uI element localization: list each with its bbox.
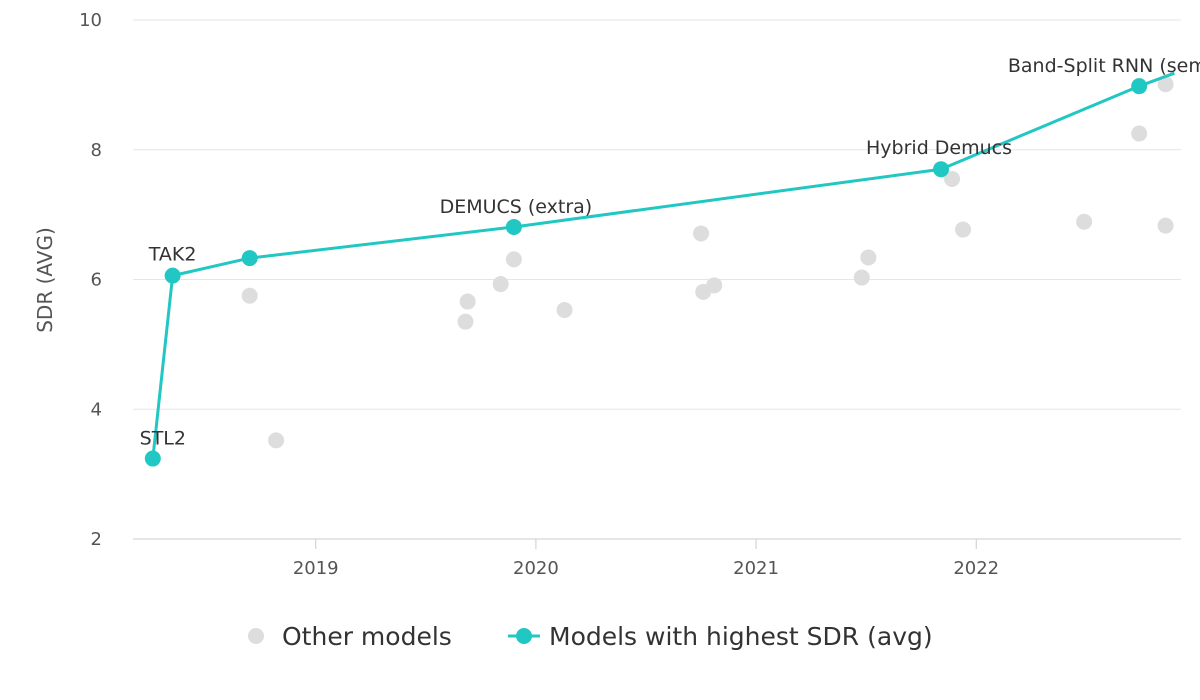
x-tick-label: 2022: [953, 558, 999, 579]
other-models-series: [241, 76, 1174, 449]
other-model-point[interactable]: [241, 287, 258, 304]
best-model-point[interactable]: [933, 161, 950, 178]
other-model-point[interactable]: [1157, 217, 1174, 234]
legend-item-other-models[interactable]: Other models: [248, 622, 452, 651]
best-model-point[interactable]: [1131, 78, 1148, 95]
other-model-point[interactable]: [268, 432, 285, 449]
best-model-label: DEMUCS (extra): [440, 196, 593, 218]
other-model-point[interactable]: [944, 170, 961, 187]
other-model-point[interactable]: [706, 277, 723, 294]
best-model-labels: STL2 TAK2 DEMUCS (extra) Hybrid Demucs Band-…: [140, 55, 1200, 449]
best-model-label: TAK2: [148, 244, 197, 266]
other-model-point[interactable]: [1076, 213, 1093, 230]
other-model-point[interactable]: [1131, 125, 1148, 142]
other-model-point[interactable]: [860, 249, 877, 266]
other-model-point[interactable]: [459, 293, 476, 310]
y-tick-label: 4: [91, 399, 102, 420]
other-model-point[interactable]: [955, 221, 972, 238]
other-model-point[interactable]: [693, 225, 710, 242]
best-model-point[interactable]: [164, 267, 181, 284]
best-models-series: [144, 71, 1175, 467]
best-model-point[interactable]: [144, 450, 161, 467]
other-model-point[interactable]: [492, 276, 509, 293]
best-model-label: Band-Split RNN (semi-sup.): [1008, 55, 1200, 77]
y-axis-title: SDR (AVG): [33, 227, 57, 333]
x-tick-label: 2021: [733, 558, 779, 579]
y-tick-label: 6: [91, 270, 102, 291]
legend-best-label: Models with highest SDR (avg): [549, 622, 933, 651]
best-model-point[interactable]: [241, 250, 258, 267]
legend-other-marker: [248, 628, 264, 644]
y-tick-label: 10: [79, 10, 102, 31]
other-model-point[interactable]: [505, 251, 522, 268]
x-tick-label: 2019: [293, 558, 339, 579]
legend: Other models Models with highest SDR (av…: [248, 622, 933, 651]
other-model-point[interactable]: [457, 313, 474, 330]
other-model-point[interactable]: [853, 269, 870, 286]
y-tick-label: 8: [91, 140, 102, 161]
legend-item-best-models[interactable]: Models with highest SDR (avg): [508, 622, 933, 651]
best-models-line: [151, 71, 1175, 459]
best-model-label: Hybrid Demucs: [866, 137, 1012, 159]
other-model-point[interactable]: [556, 301, 573, 318]
axes: SDR (AVG) 2 4 6 8 10 2019 2020 2021 2022: [33, 10, 1181, 579]
best-model-point[interactable]: [505, 218, 522, 235]
legend-best-marker: [516, 628, 532, 644]
best-model-label: STL2: [140, 428, 186, 450]
x-tick-label: 2020: [513, 558, 559, 579]
other-model-point[interactable]: [1157, 76, 1174, 93]
y-tick-label: 2: [91, 529, 102, 550]
grid-lines: [133, 19, 1181, 540]
legend-other-label: Other models: [282, 622, 452, 651]
